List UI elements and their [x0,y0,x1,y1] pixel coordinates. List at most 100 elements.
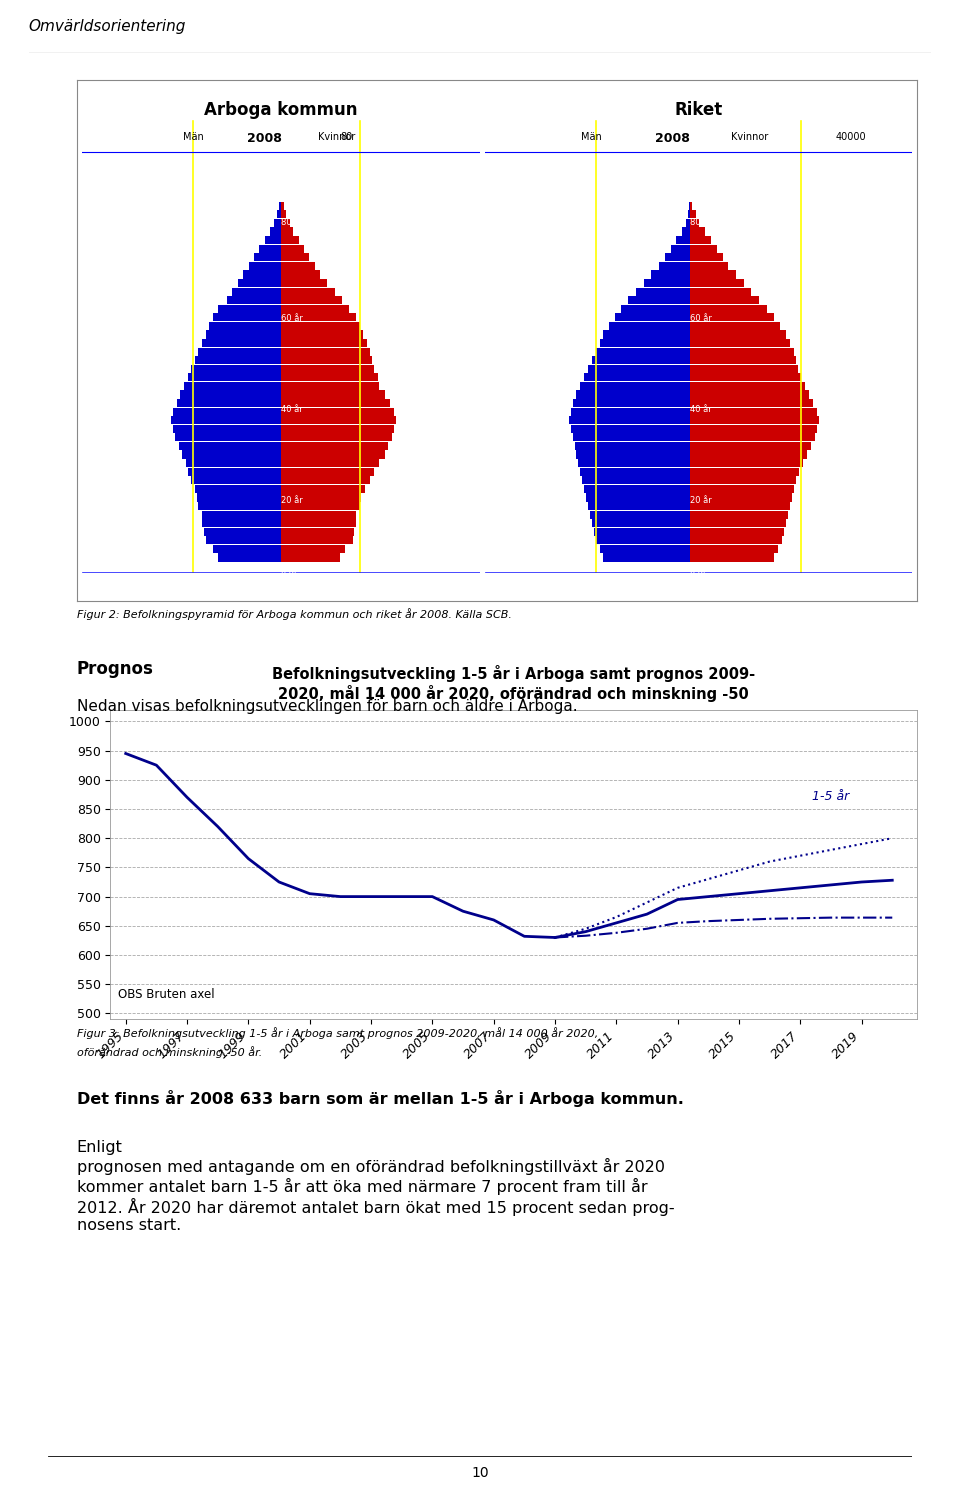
Bar [599,338,690,347]
Bar [179,442,280,450]
Bar [690,305,767,313]
Text: 0 år: 0 år [690,568,707,577]
Bar [280,373,377,382]
Text: 60 år: 60 år [280,314,302,323]
Bar [218,305,280,313]
Bar [280,527,354,536]
Bar [690,442,811,450]
Bar [690,356,796,364]
Bar [270,228,280,236]
Bar [690,287,752,296]
Text: 40 år: 40 år [280,405,302,414]
Bar [576,391,690,399]
Text: oförändrad och minskning -50 år.: oförändrad och minskning -50 år. [77,1046,262,1059]
Bar [582,476,690,485]
Bar [280,245,304,252]
Text: 80 år: 80 år [690,217,711,226]
Bar [644,279,690,287]
Text: Omvärldsorientering: Omvärldsorientering [29,20,186,35]
Bar [690,210,696,219]
Text: Enligt
prognosen med antagande om en oförändrad befolkningstillväxt år 2020
komm: Enligt prognosen med antagande om en ofö… [77,1140,675,1234]
Bar [690,322,780,331]
Bar [180,391,280,399]
Bar [280,442,389,450]
Text: Kvinnor: Kvinnor [318,131,355,142]
Text: 1-5 år: 1-5 år [812,790,850,803]
Bar [690,459,804,467]
Bar [588,501,690,510]
Bar [572,433,690,441]
Bar [690,433,815,441]
Bar [595,347,690,356]
Bar [280,399,390,408]
Bar [683,228,690,236]
Bar [586,494,690,501]
Bar [187,373,280,382]
Bar [280,494,362,501]
Bar [593,527,690,536]
Text: Figur 3: Befolkningsutveckling 1-5 år i Arboga samt prognos 2009-2020, mål 14 00: Figur 3: Befolkningsutveckling 1-5 år i … [77,1027,598,1039]
Bar [280,408,394,415]
Bar [599,545,690,553]
Bar [576,450,690,459]
Bar [280,510,356,518]
Bar [280,468,374,476]
Bar [690,331,786,338]
Text: 40000: 40000 [835,131,866,142]
Bar [570,424,690,433]
Bar [652,270,690,278]
Bar [603,331,690,338]
Bar [588,365,690,373]
Bar [280,305,348,313]
Text: 80: 80 [341,131,353,142]
Bar [572,399,690,408]
Bar [227,296,280,304]
Bar [202,338,280,347]
Bar [205,536,280,545]
Bar [690,382,805,390]
Text: Det finns år 2008 633 barn som är mellan 1-5 år i Arboga kommun.: Det finns år 2008 633 barn som är mellan… [77,1090,684,1107]
Bar [580,382,690,390]
Bar [280,545,346,553]
Bar [690,424,817,433]
Bar [199,347,280,356]
Bar [204,527,280,536]
Bar [249,261,280,270]
Bar [280,356,372,364]
Bar [280,210,286,219]
Text: 2008: 2008 [656,131,690,145]
Bar [280,236,299,245]
Bar [665,254,690,261]
Bar [277,210,280,219]
Text: 40 år: 40 år [690,405,711,414]
Bar [280,554,340,562]
Bar [690,501,790,510]
Bar [280,270,321,278]
Bar [232,287,280,296]
Bar [280,347,371,356]
Bar [280,501,360,510]
Bar [213,545,280,553]
Text: Arboga kommun: Arboga kommun [204,101,357,119]
Text: 20 år: 20 år [280,497,302,506]
Text: 20 år: 20 år [690,497,711,506]
Bar [173,424,280,433]
Bar [280,382,379,390]
Bar [173,408,280,415]
Bar [690,254,723,261]
Bar [589,510,690,518]
Bar [580,468,690,476]
Bar [690,313,775,322]
Bar [690,296,759,304]
Text: Män: Män [182,131,204,142]
Bar [191,476,280,485]
Bar [274,219,280,226]
Bar [574,442,690,450]
Bar [690,494,792,501]
Bar [213,313,280,322]
Text: Riket: Riket [674,101,723,119]
Bar [690,245,717,252]
Bar [182,450,280,459]
Text: Figur 2: Befolkningspyramid för Arboga kommun och riket år 2008. Källa SCB.: Figur 2: Befolkningspyramid för Arboga k… [77,609,512,621]
Text: 2008: 2008 [248,131,282,145]
